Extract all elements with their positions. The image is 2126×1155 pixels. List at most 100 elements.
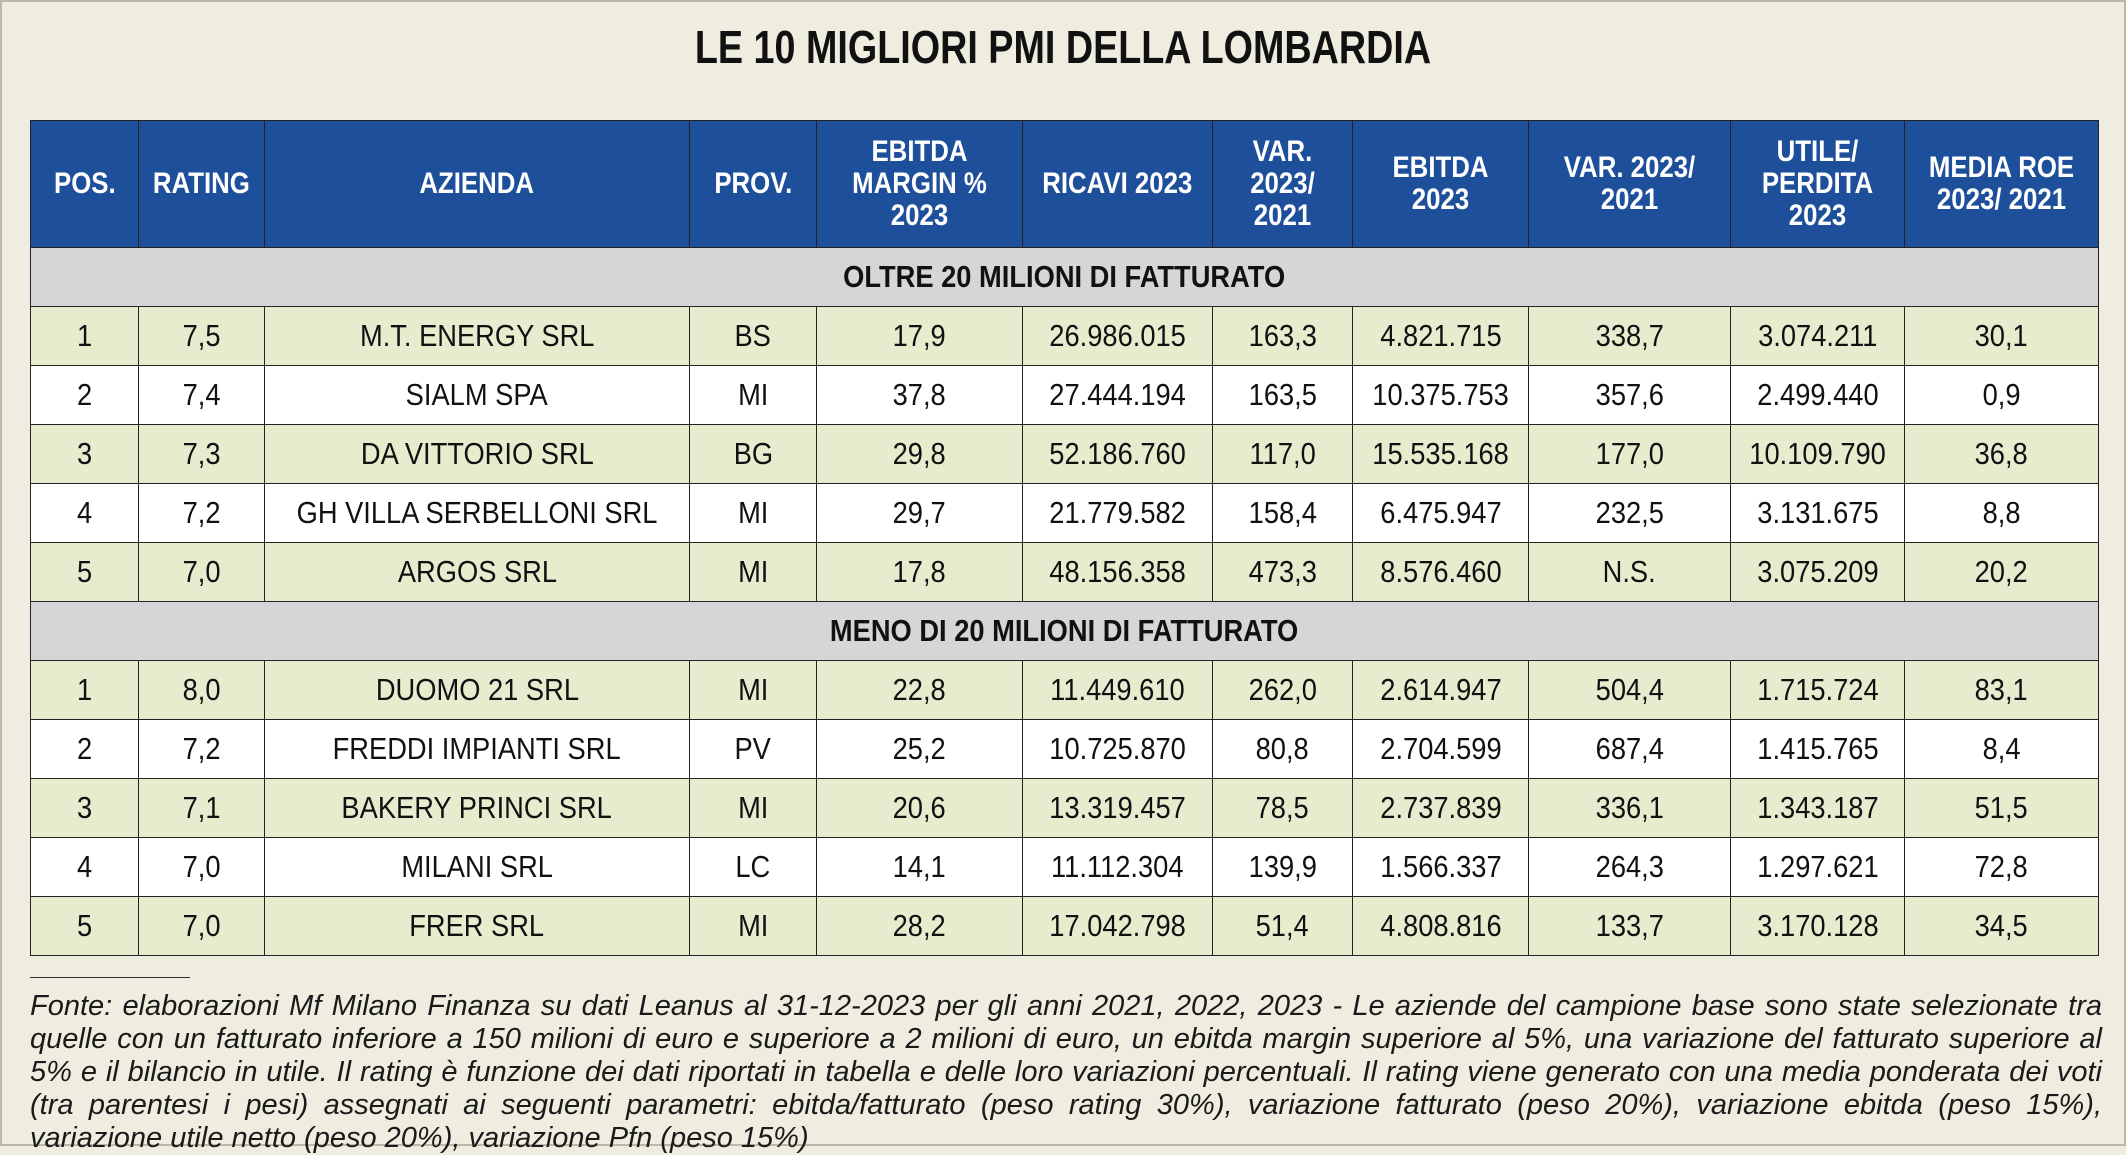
- rating-cell: 7,0: [138, 896, 265, 956]
- table-row: 5 7,0 FRER SRL MI 28,2 17.042.798 51,4 4.808.81…: [30, 896, 2099, 956]
- pos-cell: 2: [30, 365, 139, 425]
- table-row: 4 7,2 GH VILLA SERBELLONI SRL MI 29,7 21.779.…: [30, 483, 2099, 543]
- media-roe-cell: 34,5: [1904, 896, 2099, 956]
- ebitda-cell: 6.475.947: [1352, 483, 1529, 543]
- var-ricavi-cell: 51,4: [1212, 896, 1353, 956]
- prov-cell: MI: [689, 896, 817, 956]
- rating-cell: 7,3: [138, 424, 265, 484]
- var-ebitda-cell: N.S.: [1528, 542, 1731, 602]
- rating-cell: 7,5: [138, 306, 265, 366]
- utile-cell: 3.131.675: [1730, 483, 1905, 543]
- ebitda-margin-cell: 28,2: [816, 896, 1023, 956]
- ebitda-margin-cell: 14,1: [816, 837, 1023, 897]
- var-ebitda-cell: 504,4: [1528, 660, 1731, 720]
- section-title: OLTRE 20 MILIONI DI FATTURATO: [30, 247, 2099, 307]
- ebitda-margin-cell: 37,8: [816, 365, 1023, 425]
- azienda-cell: ARGOS SRL: [264, 542, 690, 602]
- rating-cell: 7,4: [138, 365, 265, 425]
- ricavi-cell: 13.319.457: [1022, 778, 1213, 838]
- ricavi-cell: 11.112.304: [1022, 837, 1213, 897]
- col-header-prov: PROV.: [689, 120, 817, 248]
- ricavi-cell: 26.986.015: [1022, 306, 1213, 366]
- prov-cell: BG: [689, 424, 817, 484]
- ebitda-margin-cell: 22,8: [816, 660, 1023, 720]
- prov-cell: MI: [689, 660, 817, 720]
- pos-cell: 3: [30, 424, 139, 484]
- table-row: 2 7,4 SIALM SPA MI 37,8 27.444.194 163,5 10.375…: [30, 365, 2099, 425]
- var-ricavi-cell: 158,4: [1212, 483, 1353, 543]
- table-row: 5 7,0 ARGOS SRL MI 17,8 48.156.358 473,3 8.576.…: [30, 542, 2099, 602]
- col-header-media-roe: MEDIA ROE 2023/ 2021: [1904, 120, 2099, 248]
- ebitda-cell: 10.375.753: [1352, 365, 1529, 425]
- table-row: 3 7,3 DA VITTORIO SRL BG 29,8 52.186.760 117,0…: [30, 424, 2099, 484]
- media-roe-cell: 20,2: [1904, 542, 2099, 602]
- var-ricavi-cell: 117,0: [1212, 424, 1353, 484]
- var-ricavi-cell: 80,8: [1212, 719, 1353, 779]
- utile-cell: 3.170.128: [1730, 896, 1905, 956]
- table-row: 2 7,2 FREDDI IMPIANTI SRL PV 25,2 10.725.870 8…: [30, 719, 2099, 779]
- var-ebitda-cell: 264,3: [1528, 837, 1731, 897]
- col-header-var-ebitda: VAR. 2023/ 2021: [1528, 120, 1731, 248]
- var-ebitda-cell: 687,4: [1528, 719, 1731, 779]
- ebitda-margin-cell: 29,8: [816, 424, 1023, 484]
- var-ricavi-cell: 139,9: [1212, 837, 1353, 897]
- ricavi-cell: 48.156.358: [1022, 542, 1213, 602]
- azienda-cell: M.T. ENERGY SRL: [264, 306, 690, 366]
- col-header-ricavi: RICAVI 2023: [1022, 120, 1213, 248]
- ebitda-cell: 1.566.337: [1352, 837, 1529, 897]
- ricavi-cell: 10.725.870: [1022, 719, 1213, 779]
- pos-cell: 1: [30, 660, 139, 720]
- pos-cell: 5: [30, 542, 139, 602]
- col-header-ebitda-margin: EBITDA MARGIN % 2023: [816, 120, 1023, 248]
- ebitda-cell: 8.576.460: [1352, 542, 1529, 602]
- col-header-pos: POS.: [30, 120, 139, 248]
- azienda-cell: SIALM SPA: [264, 365, 690, 425]
- prov-cell: BS: [689, 306, 817, 366]
- col-header-azienda: AZIENDA: [264, 120, 690, 248]
- section-title: MENO DI 20 MILIONI DI FATTURATO: [30, 601, 2099, 661]
- azienda-cell: FREDDI IMPIANTI SRL: [264, 719, 690, 779]
- azienda-cell: GH VILLA SERBELLONI SRL: [264, 483, 690, 543]
- media-roe-cell: 83,1: [1904, 660, 2099, 720]
- azienda-cell: DUOMO 21 SRL: [264, 660, 690, 720]
- pos-cell: 3: [30, 778, 139, 838]
- var-ricavi-cell: 78,5: [1212, 778, 1353, 838]
- media-roe-cell: 8,4: [1904, 719, 2099, 779]
- section-header-row: OLTRE 20 MILIONI DI FATTURATO: [30, 247, 2099, 307]
- pos-cell: 5: [30, 896, 139, 956]
- ebitda-cell: 15.535.168: [1352, 424, 1529, 484]
- utile-cell: 1.297.621: [1730, 837, 1905, 897]
- utile-cell: 2.499.440: [1730, 365, 1905, 425]
- media-roe-cell: 51,5: [1904, 778, 2099, 838]
- footnote: Fonte: elaborazioni Mf Milano Finanza su…: [30, 990, 2102, 1154]
- ebitda-cell: 2.614.947: [1352, 660, 1529, 720]
- rating-cell: 7,0: [138, 542, 265, 602]
- col-header-utile: UTILE/ PERDITA 2023: [1730, 120, 1905, 248]
- table-row: 3 7,1 BAKERY PRINCI SRL MI 20,6 13.319.457 78,…: [30, 778, 2099, 838]
- rating-cell: 7,2: [138, 483, 265, 543]
- media-roe-cell: 30,1: [1904, 306, 2099, 366]
- ebitda-margin-cell: 17,8: [816, 542, 1023, 602]
- var-ricavi-cell: 473,3: [1212, 542, 1353, 602]
- col-header-var-ricavi: VAR. 2023/ 2021: [1212, 120, 1353, 248]
- utile-cell: 1.715.724: [1730, 660, 1905, 720]
- azienda-cell: MILANI SRL: [264, 837, 690, 897]
- ebitda-cell: 4.808.816: [1352, 896, 1529, 956]
- ebitda-cell: 4.821.715: [1352, 306, 1529, 366]
- header-row: POS. RATING AZIENDA PROV. EBITDA MARGIN …: [30, 120, 2099, 248]
- rating-cell: 8,0: [138, 660, 265, 720]
- page-title: LE 10 MIGLIORI PMI DELLA LOMBARDIA: [694, 21, 1432, 73]
- pos-cell: 2: [30, 719, 139, 779]
- ebitda-margin-cell: 25,2: [816, 719, 1023, 779]
- var-ebitda-cell: 177,0: [1528, 424, 1731, 484]
- utile-cell: 1.343.187: [1730, 778, 1905, 838]
- rating-cell: 7,1: [138, 778, 265, 838]
- media-roe-cell: 8,8: [1904, 483, 2099, 543]
- ebitda-margin-cell: 29,7: [816, 483, 1023, 543]
- ebitda-margin-cell: 17,9: [816, 306, 1023, 366]
- col-header-rating: RATING: [138, 120, 265, 248]
- col-header-ebitda: EBITDA 2023: [1352, 120, 1529, 248]
- footnote-divider: [30, 977, 190, 978]
- var-ebitda-cell: 232,5: [1528, 483, 1731, 543]
